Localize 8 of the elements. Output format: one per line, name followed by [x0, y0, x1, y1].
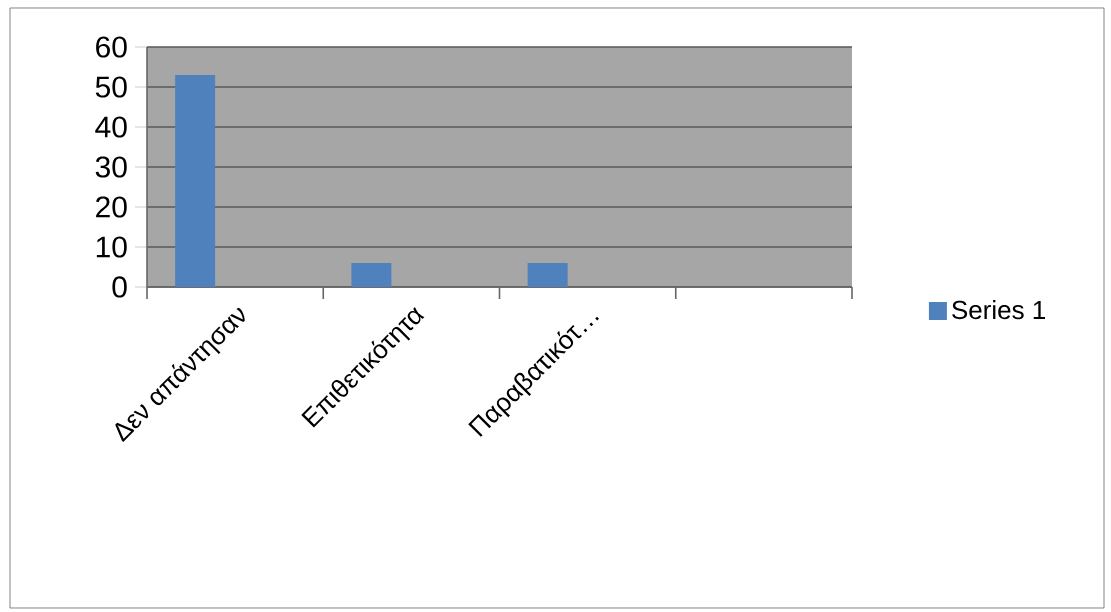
y-tick-label: 10: [96, 236, 127, 258]
y-tick-label: 50: [95, 76, 127, 98]
legend-label: Series 1: [952, 300, 1045, 320]
y-tick-label: 60: [96, 36, 127, 58]
y-tick-label: 0: [112, 276, 127, 298]
y-tick-label: 30: [95, 156, 127, 178]
y-tick-label: 20: [96, 196, 127, 218]
y-tick-label: 40: [95, 116, 127, 138]
